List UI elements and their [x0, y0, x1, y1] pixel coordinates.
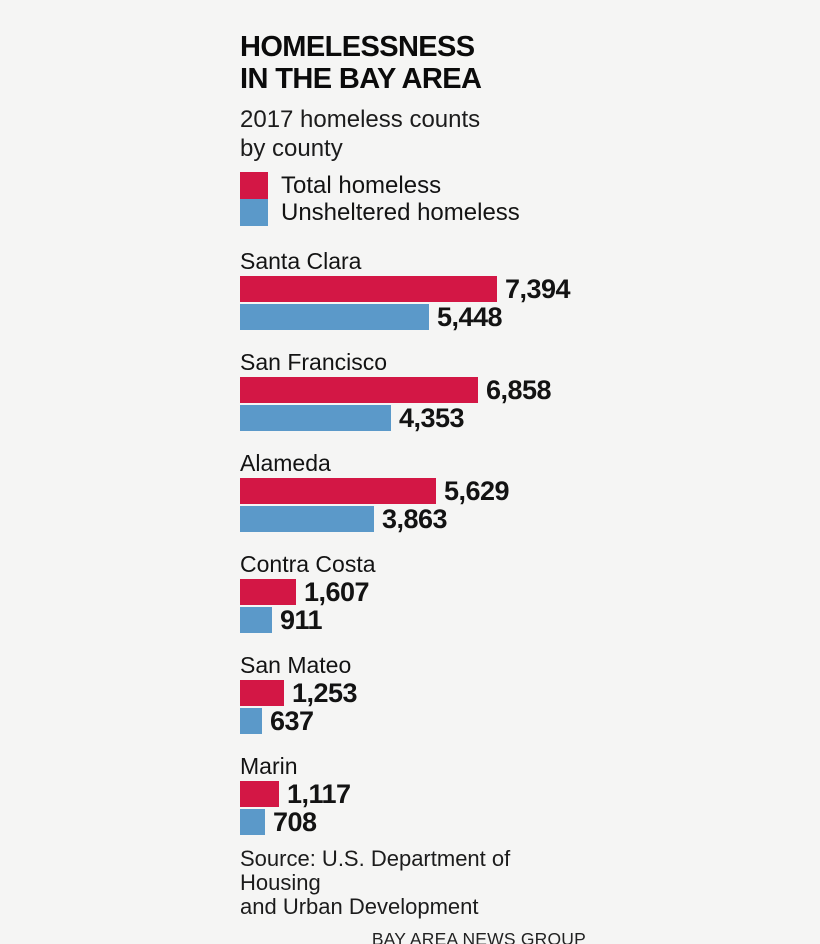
- county-row: Santa Clara 7,394 5,448: [240, 248, 586, 332]
- source-line-2: and Urban Development: [240, 894, 479, 919]
- bar-value: 5,629: [444, 475, 510, 506]
- legend-item-total: Total homeless: [240, 172, 586, 199]
- county-row: Alameda 5,629 3,863: [240, 450, 586, 534]
- bar-line: 911: [240, 604, 586, 635]
- subtitle-line-1: 2017 homeless counts: [240, 106, 481, 133]
- bar: [240, 478, 436, 504]
- bar-value: 1,607: [304, 576, 370, 607]
- legend-label-total: Total homeless: [281, 171, 442, 199]
- bar: [240, 579, 296, 605]
- page-title: HOMELESSNESS IN THE BAY AREA: [240, 31, 586, 95]
- bar-line: 1,117: [240, 778, 586, 809]
- bar-line: 708: [240, 806, 586, 837]
- bar-value: 5,448: [437, 301, 503, 332]
- bar: [240, 405, 391, 431]
- bar: [240, 708, 262, 734]
- source-attribution: Source: U.S. Department of Housing and U…: [240, 847, 586, 919]
- county-row: Marin 1,117 708: [240, 753, 586, 837]
- page-subtitle: 2017 homeless counts by county: [240, 105, 586, 163]
- bar-value: 7,394: [505, 273, 571, 304]
- unsheltered-homeless-swatch: [240, 199, 268, 226]
- county-row: Contra Costa 1,607 911: [240, 551, 586, 635]
- bar: [240, 377, 478, 403]
- bar: [240, 607, 272, 633]
- county-row: San Mateo 1,253 637: [240, 652, 586, 736]
- bar-line: 5,448: [240, 301, 586, 332]
- county-label: Contra Costa: [240, 551, 376, 577]
- source-line-1: Source: U.S. Department of Housing: [240, 846, 511, 895]
- bar: [240, 506, 374, 532]
- bar-value: 637: [270, 705, 314, 736]
- bar-value: 4,353: [399, 402, 465, 433]
- bar-line: 7,394: [240, 273, 586, 304]
- title-line-1: HOMELESSNESS: [240, 31, 475, 63]
- total-homeless-swatch: [240, 172, 268, 199]
- county-label: Santa Clara: [240, 248, 362, 274]
- bar-value: 1,253: [292, 677, 358, 708]
- bar-line: 637: [240, 705, 586, 736]
- bar-value: 1,117: [287, 778, 351, 809]
- bar: [240, 680, 284, 706]
- county-label: San Francisco: [240, 349, 388, 375]
- bar-value: 3,863: [382, 503, 448, 534]
- bar-value: 708: [273, 806, 317, 837]
- bar-line: 1,253: [240, 677, 586, 708]
- county-row: San Francisco 6,858 4,353: [240, 349, 586, 433]
- bar: [240, 809, 265, 835]
- bar: [240, 304, 429, 330]
- bar-chart-area: Santa Clara 7,394 5,448 San Francisco 6,858 4…: [240, 248, 586, 837]
- legend-item-unsheltered: Unsheltered homeless: [240, 199, 586, 226]
- bar: [240, 781, 279, 807]
- bar-value: 6,858: [486, 374, 552, 405]
- bar-line: 5,629: [240, 475, 586, 506]
- chart-legend: Total homeless Unsheltered homeless: [240, 172, 586, 226]
- bar-line: 6,858: [240, 374, 586, 405]
- subtitle-line-2: by county: [240, 135, 343, 162]
- county-label: San Mateo: [240, 652, 352, 678]
- title-line-2: IN THE BAY AREA: [240, 63, 482, 95]
- bar-value: 911: [280, 604, 323, 635]
- county-label: Alameda: [240, 450, 331, 476]
- bar: [240, 276, 497, 302]
- bar-line: 3,863: [240, 503, 586, 534]
- legend-label-unsheltered: Unsheltered homeless: [281, 198, 520, 226]
- bar-line: 4,353: [240, 402, 586, 433]
- county-label: Marin: [240, 753, 298, 779]
- infographic-content: HOMELESSNESS IN THE BAY AREA 2017 homele…: [240, 31, 586, 944]
- news-group-credit: BAY AREA NEWS GROUP: [371, 929, 586, 944]
- bar-line: 1,607: [240, 576, 586, 607]
